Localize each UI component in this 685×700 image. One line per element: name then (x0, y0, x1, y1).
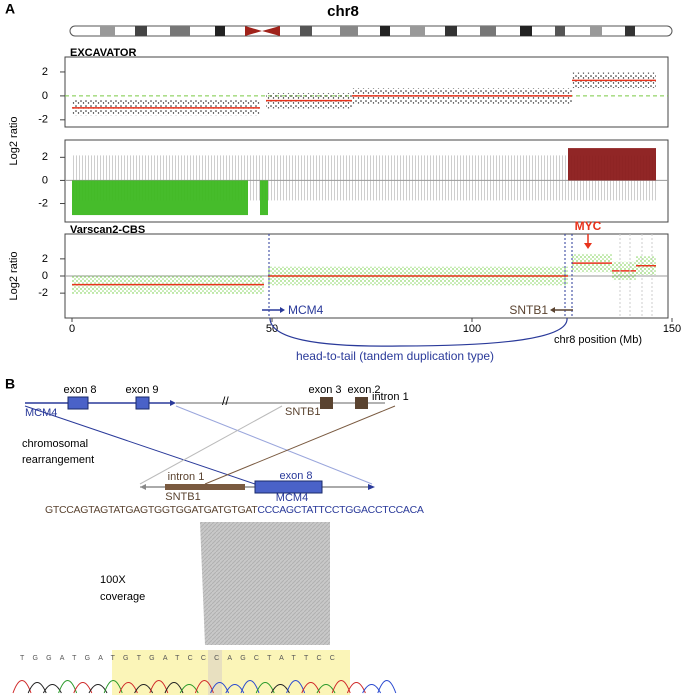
ideogram (69, 25, 673, 37)
junction-highlight (208, 650, 222, 695)
chromatogram-bases: TGGATGATGTGATCCCAGCTATTCC (20, 655, 343, 662)
cnv-region (568, 148, 656, 181)
exon-label: exon 8 (63, 384, 96, 396)
cnv-region (72, 180, 248, 216)
chart-title: EXCAVATOR (70, 47, 136, 59)
trace-peak (58, 680, 78, 694)
gene-label: MCM4 (25, 407, 57, 419)
y-axis-label: Log2 ratio (8, 252, 20, 301)
plot-frame (64, 139, 669, 223)
y-tick-label: -2 (38, 197, 48, 209)
sequence-part: GTCCAGTAGTATGAGTGGTGGATGATGTGAT (45, 504, 258, 516)
y-tick-label: 2 (42, 151, 48, 163)
rearrangement-label: rearrangement (22, 454, 94, 466)
y-tick-label: 0 (42, 90, 48, 102)
x-tick-label: 100 (463, 323, 481, 335)
charts: EXCAVATOR -2 0 2 Log2 ratio -2 0 2 Varscan2-CBS L… (8, 47, 681, 346)
gene-label: SNTB1 (285, 406, 320, 418)
exon-label: exon 2 (347, 384, 380, 396)
intron-label: intron 1 (168, 471, 205, 483)
intron-label: intron 1 (372, 391, 409, 403)
exon-label: exon 9 (125, 384, 158, 396)
arrow-head (584, 243, 592, 249)
gene-diagram: // (24, 394, 396, 494)
plot-frame (64, 56, 669, 128)
ideogram-title: chr8 (327, 3, 359, 20)
y-tick-label: -2 (38, 114, 48, 126)
arc (269, 317, 568, 347)
x-tick-label: 50 (266, 323, 278, 335)
rearrangement-label: chromosomal (22, 438, 88, 450)
exon-label: exon 8 (279, 470, 312, 482)
chromatogram: TGGATGATGTGATCCCAGCTATTCC (12, 655, 397, 694)
coverage-label: 100X (100, 574, 126, 586)
arrow-head (280, 307, 285, 313)
y-tick-label: 0 (42, 270, 48, 282)
gene-label: MCM4 (288, 303, 324, 317)
sequence: GTCCAGTAGTATGAGTGGTGGATGATGTGATCCCAGCTAT… (45, 504, 424, 516)
gene-label: MCM4 (276, 492, 308, 504)
read-coverage (200, 522, 330, 645)
gene-label: SNTB1 (509, 303, 548, 317)
y-tick-label: 2 (42, 253, 48, 265)
trace-peak (12, 680, 32, 694)
x-axis-label: chr8 position (Mb) (554, 334, 642, 346)
y-tick-label: -2 (38, 287, 48, 299)
exon-label: exon 3 (308, 384, 341, 396)
y-tick-label: 2 (42, 66, 48, 78)
x-tick-label: 150 (663, 323, 681, 335)
arc-label: head-to-tail (tandem duplication type) (296, 349, 494, 363)
gene-label: MYC (575, 219, 602, 233)
arrow-head (550, 307, 555, 313)
chart-title: Varscan2-CBS (70, 224, 145, 236)
cnv-region (260, 180, 268, 216)
coverage-label: coverage (100, 591, 145, 603)
trace-peak (377, 680, 397, 694)
svg-text://: // (222, 394, 229, 408)
gene-label: SNTB1 (165, 491, 200, 503)
y-tick-label: 0 (42, 174, 48, 186)
y-axis-label: Log2 ratio (8, 117, 20, 166)
sequence-part: CCCAGCTATTCCTGGACCTCCACA (257, 504, 424, 516)
panel-label: B (5, 376, 15, 392)
x-tick-label: 0 (69, 323, 75, 335)
panel-label: A (5, 1, 15, 17)
